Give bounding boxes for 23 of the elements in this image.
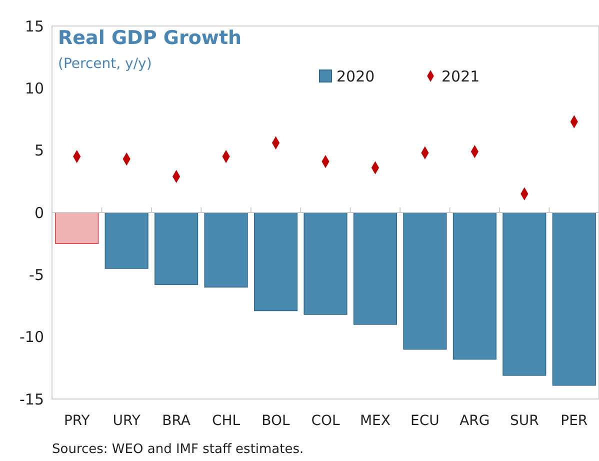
y-tick-label: 0 [34, 204, 44, 222]
x-tick-label: CHL [212, 413, 240, 429]
chart-title: Real GDP Growth [58, 27, 242, 49]
x-tick-label: SUR [510, 413, 540, 429]
text: (Percent, y/y) [58, 56, 152, 72]
x-tick-label: ECU [410, 413, 440, 429]
x-tick-label: BRA [162, 413, 191, 429]
x-tick-label: BOL [262, 413, 290, 429]
y-tick-label: -10 [20, 328, 44, 346]
source-note: Sources: WEO and IMF staff estimates. [52, 442, 304, 457]
y-tick-label: 5 [34, 142, 44, 160]
x-tick-label: ARG [460, 413, 490, 429]
x-tick-label: MEX [360, 413, 391, 429]
x-tick-label: URY [112, 413, 141, 429]
x-tick-label: PER [560, 413, 588, 429]
y-tick-label: -5 [29, 266, 44, 284]
y-tick-label: -15 [20, 390, 44, 408]
x-tick-label: PRY [64, 413, 90, 429]
y-tick-label: 15 [24, 17, 44, 36]
legend-label: 2020 [336, 67, 375, 86]
legend-label: 2021 [442, 67, 480, 86]
y-tick-label: 10 [24, 79, 44, 98]
x-tick-label: COL [311, 413, 340, 429]
